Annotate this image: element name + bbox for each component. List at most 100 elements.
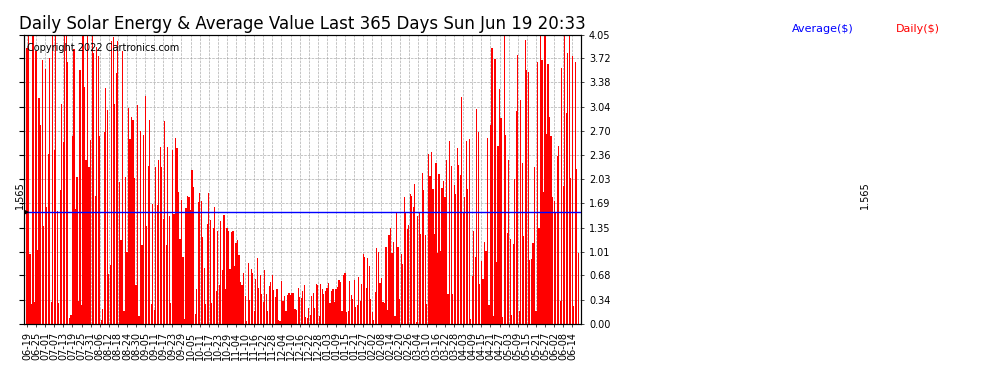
Bar — [196, 290, 197, 324]
Bar — [447, 294, 448, 324]
Bar — [253, 311, 254, 324]
Bar — [147, 226, 148, 324]
Bar — [173, 214, 174, 324]
Bar — [340, 282, 342, 324]
Bar — [501, 118, 502, 324]
Bar — [187, 196, 188, 324]
Bar — [516, 111, 517, 324]
Bar — [367, 258, 368, 324]
Bar — [361, 284, 362, 324]
Bar — [547, 64, 548, 324]
Bar — [401, 254, 402, 324]
Bar — [331, 291, 332, 324]
Bar — [191, 170, 193, 324]
Bar — [272, 275, 273, 324]
Bar — [310, 315, 311, 324]
Bar — [152, 204, 153, 324]
Bar — [485, 251, 486, 324]
Bar — [431, 152, 432, 324]
Bar — [536, 311, 537, 324]
Bar — [528, 72, 529, 324]
Bar — [161, 166, 162, 324]
Bar — [291, 292, 293, 324]
Bar — [249, 300, 250, 324]
Bar — [250, 269, 251, 324]
Bar — [533, 243, 534, 324]
Bar — [375, 292, 376, 324]
Bar — [290, 296, 291, 324]
Bar — [325, 291, 326, 324]
Bar — [268, 286, 270, 324]
Bar — [519, 311, 520, 324]
Bar — [307, 318, 308, 324]
Bar — [482, 279, 483, 324]
Bar — [440, 251, 442, 324]
Bar — [517, 55, 519, 324]
Bar — [288, 293, 290, 324]
Bar — [433, 189, 434, 324]
Bar — [311, 296, 313, 324]
Bar — [124, 311, 125, 324]
Bar — [305, 318, 306, 324]
Bar — [416, 322, 417, 324]
Bar — [428, 154, 429, 324]
Bar — [570, 178, 571, 324]
Bar — [93, 53, 94, 324]
Bar — [505, 135, 506, 324]
Bar — [314, 308, 316, 324]
Text: 1.565: 1.565 — [15, 181, 25, 209]
Bar — [182, 257, 183, 324]
Bar — [387, 310, 388, 324]
Bar — [347, 310, 348, 324]
Bar — [494, 59, 496, 324]
Bar — [68, 318, 70, 324]
Bar — [61, 104, 62, 324]
Bar — [27, 48, 28, 324]
Bar — [193, 187, 194, 324]
Bar — [499, 88, 500, 324]
Bar — [561, 68, 562, 324]
Bar — [296, 310, 297, 324]
Bar — [47, 207, 48, 324]
Bar — [117, 41, 119, 324]
Bar — [88, 167, 90, 324]
Bar — [219, 285, 220, 324]
Bar — [264, 270, 265, 324]
Bar — [446, 159, 447, 324]
Bar — [410, 194, 411, 324]
Bar — [217, 231, 219, 324]
Bar — [164, 121, 165, 324]
Bar — [184, 319, 185, 324]
Bar — [64, 34, 65, 324]
Text: Average($): Average($) — [792, 24, 853, 34]
Bar — [190, 210, 191, 324]
Bar — [425, 235, 426, 324]
Bar — [322, 290, 323, 324]
Bar — [434, 234, 435, 324]
Bar — [411, 196, 412, 324]
Bar — [79, 70, 80, 324]
Bar — [467, 189, 468, 324]
Bar — [168, 216, 170, 324]
Bar — [575, 62, 576, 324]
Bar — [549, 117, 550, 324]
Bar — [343, 274, 345, 324]
Bar — [458, 165, 459, 324]
Bar — [67, 62, 68, 324]
Bar — [576, 169, 577, 324]
Bar — [555, 213, 556, 324]
Bar — [487, 138, 488, 324]
Bar — [379, 282, 380, 324]
Bar — [504, 34, 505, 324]
Bar — [156, 206, 157, 324]
Bar — [404, 196, 405, 324]
Bar — [140, 131, 142, 324]
Bar — [172, 150, 173, 324]
Bar — [564, 34, 565, 324]
Bar — [259, 275, 260, 324]
Bar — [490, 126, 491, 324]
Bar — [75, 209, 76, 324]
Bar — [230, 269, 231, 324]
Bar — [396, 212, 397, 324]
Bar — [324, 294, 325, 324]
